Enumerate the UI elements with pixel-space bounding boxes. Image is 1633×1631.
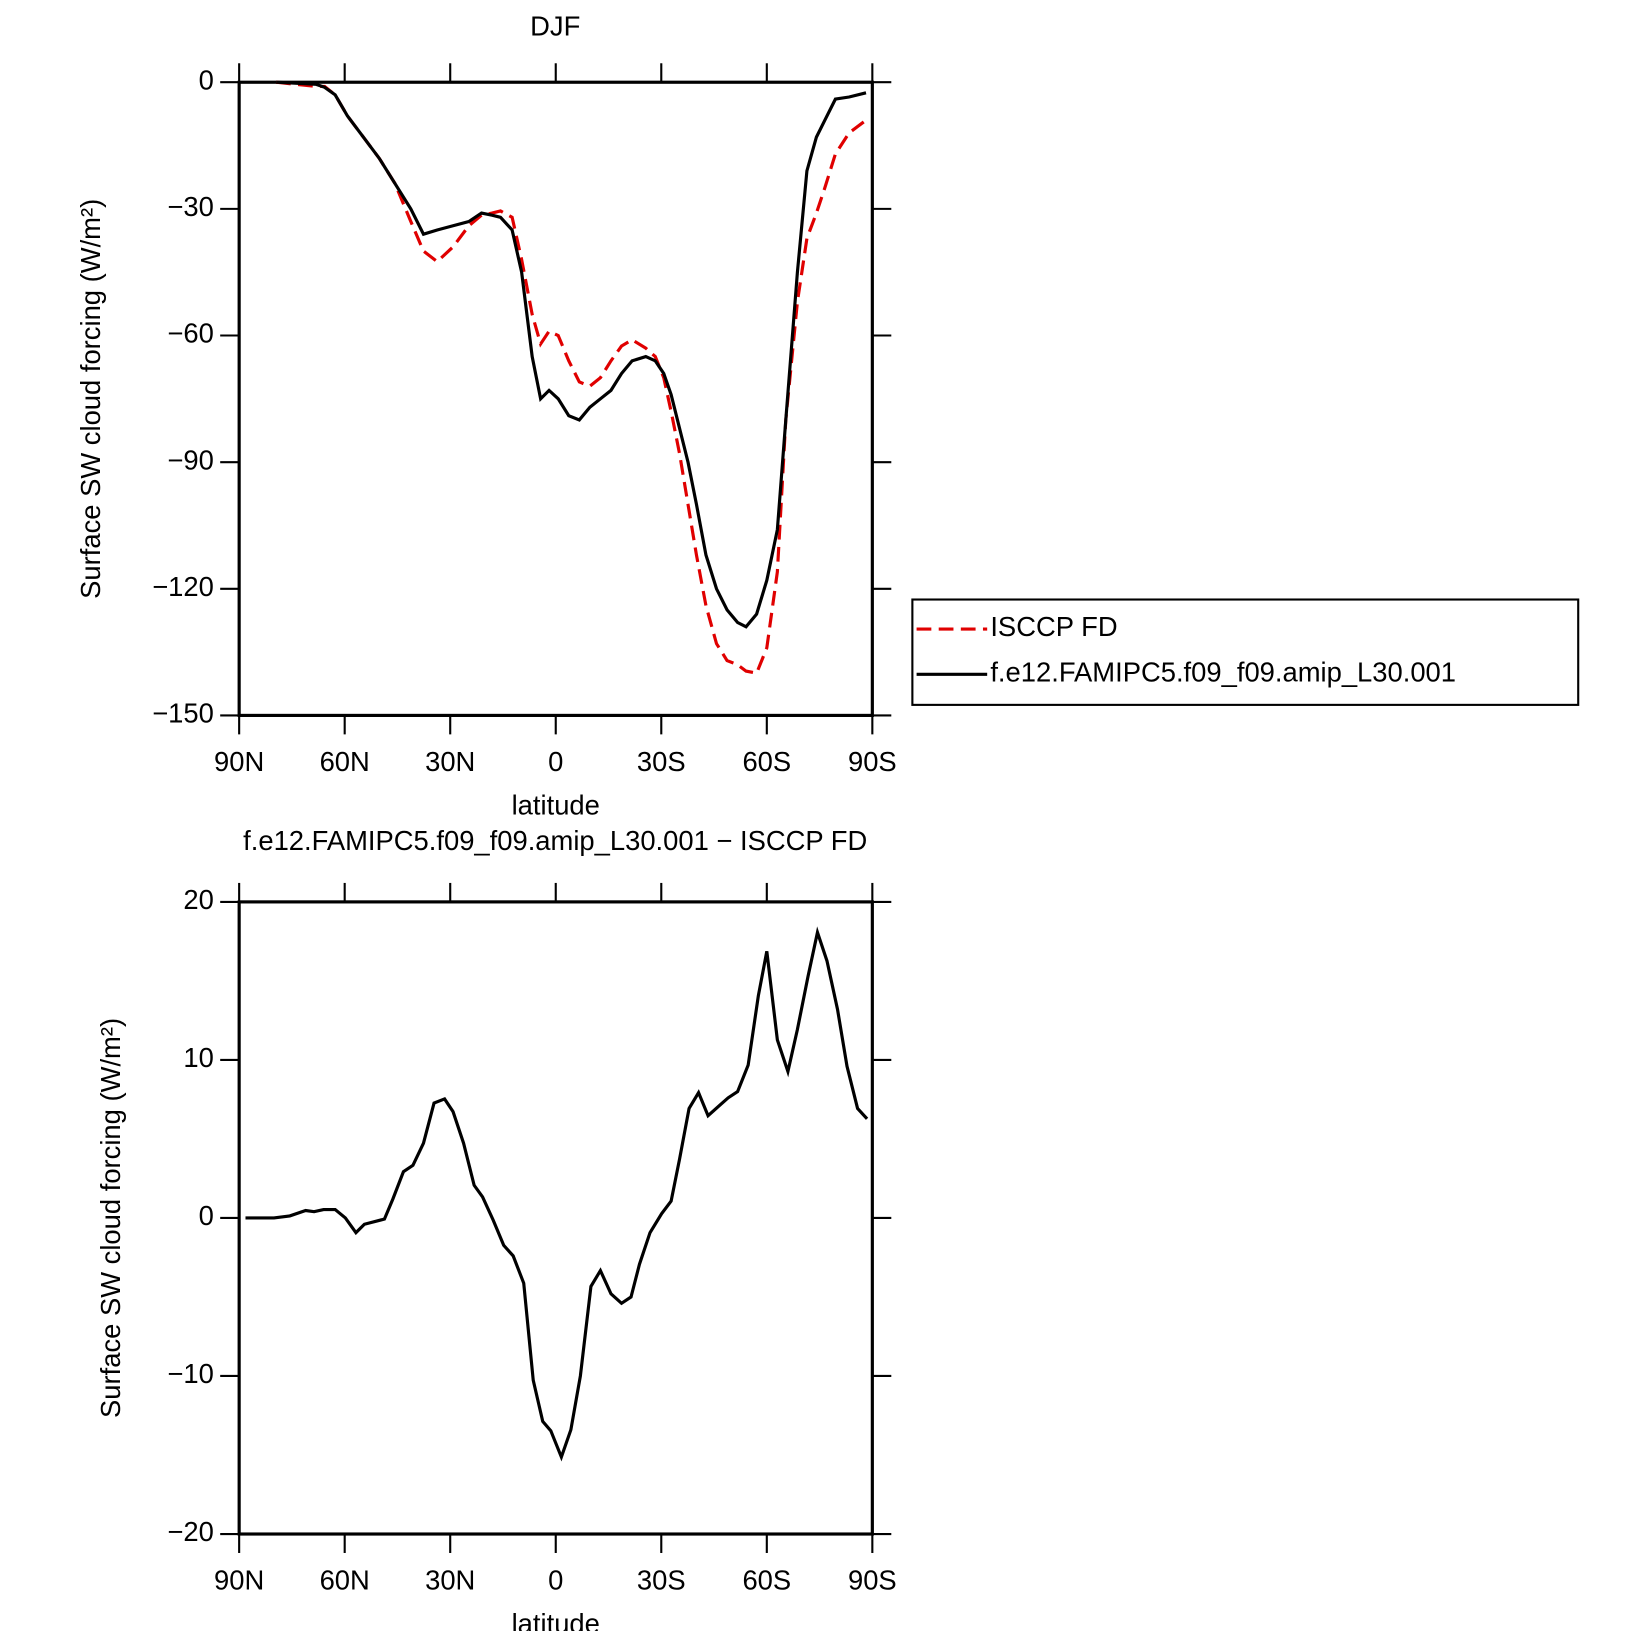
y-tick-label: −60 [167, 318, 213, 349]
x-tick-label: 30S [637, 1565, 686, 1596]
x-axis-label: latitude [512, 1608, 600, 1631]
x-tick-label: 90S [848, 746, 897, 777]
x-tick-label: 60S [742, 1565, 791, 1596]
y-tick-label: −30 [167, 191, 213, 222]
x-tick-label: 0 [548, 746, 563, 777]
x-tick-label: 90N [214, 746, 264, 777]
y-tick-label: −10 [167, 1358, 213, 1389]
data-line [276, 80, 867, 629]
x-tick-label: 60S [742, 746, 791, 777]
legend-label: f.e12.FAMIPC5.f09_f09.amip_L30.001 [990, 657, 1456, 688]
x-tick-label: 30N [425, 1565, 475, 1596]
plot-frame [237, 80, 874, 717]
x-tick-label: 90N [214, 1565, 264, 1596]
data-line [275, 80, 867, 676]
legend-box [911, 598, 1580, 706]
y-axis-label: Surface SW cloud forcing (W/m²) [95, 1018, 126, 1418]
x-tick-label: 60N [320, 746, 370, 777]
x-tick-label: 30N [425, 746, 475, 777]
y-tick-label: −90 [167, 444, 213, 475]
x-tick-label: 90S [848, 1565, 897, 1596]
x-tick-label: 60N [320, 1565, 370, 1596]
data-line [245, 926, 869, 1462]
y-tick-label: −20 [167, 1516, 213, 1547]
y-tick-label: 20 [183, 884, 213, 915]
plot-frame [237, 900, 874, 1536]
y-tick-label: 0 [199, 1200, 214, 1231]
y-axis-label: Surface SW cloud forcing (W/m²) [75, 199, 106, 599]
x-tick-label: 30S [637, 746, 686, 777]
y-tick-label: 0 [199, 64, 214, 95]
y-tick-label: −150 [152, 698, 214, 729]
y-tick-label: −120 [152, 571, 214, 602]
x-tick-label: 0 [548, 1565, 563, 1596]
x-axis-label: latitude [512, 789, 600, 820]
chart-title: DJF [530, 11, 580, 42]
legend-label: ISCCP FD [990, 611, 1117, 642]
chart-title: f.e12.FAMIPC5.f09_f09.amip_L30.001 − ISC… [243, 825, 867, 856]
y-tick-label: 10 [183, 1042, 213, 1073]
